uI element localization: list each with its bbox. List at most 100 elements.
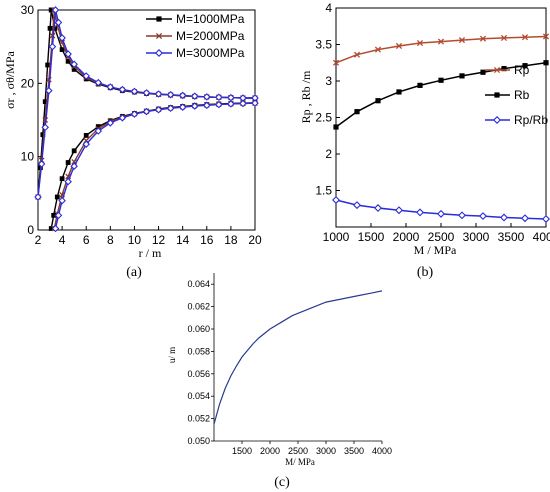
- panel-a-point: [130, 87, 139, 96]
- panel-b-y-tick-label: 4: [325, 1, 332, 15]
- panel-a-x-tick-label: 12: [152, 233, 166, 247]
- panel-b-point: [480, 69, 486, 75]
- panel-b-point: [479, 212, 487, 221]
- panel-b-point: [479, 35, 487, 42]
- panel-b-x-tick-label: 4000: [533, 230, 550, 244]
- panel-b-legend-label: Rp: [514, 63, 530, 77]
- panel-b-legend: Rp Rb Rp/Rb: [485, 63, 548, 127]
- panel-a-point: [166, 90, 175, 99]
- panel-a-x-tick-label: 14: [176, 233, 190, 247]
- panel-b-point: [395, 206, 403, 215]
- panel-c-x-tick-label: 2000: [260, 446, 280, 456]
- panel-b-legend-label: Rp/Rb: [514, 113, 548, 127]
- panel-a-point: [40, 132, 46, 138]
- panel-a-point: [45, 86, 53, 95]
- panel-a-point: [51, 6, 60, 14]
- panel-a-point: [203, 93, 211, 101]
- panel-a-point: [118, 85, 127, 94]
- panel-a-point: [94, 127, 103, 135]
- panel-a-y-tick-label: 10: [21, 150, 35, 164]
- panel-a-point: [142, 107, 151, 116]
- panel-a-x-tick-label: 8: [107, 233, 114, 247]
- panel-a-point: [70, 162, 78, 170]
- panel-a-point: [190, 102, 199, 110]
- panel-b-point: [374, 204, 382, 212]
- panel-a-point: [71, 67, 77, 72]
- panel-a-legend-label: M=3000MPa: [176, 46, 245, 60]
- panel-b-x-label: M / MPa: [414, 243, 457, 257]
- panel-c-y-tick-label: 0.056: [187, 369, 210, 379]
- panel-a-point: [64, 50, 72, 58]
- panel-a-point: [95, 124, 101, 129]
- panel-b-point: [354, 109, 360, 115]
- panel-a-point: [142, 89, 151, 97]
- panel-a-point: [51, 212, 57, 218]
- panel-a-point: [71, 148, 77, 154]
- panel-b-legend-marker: [494, 92, 500, 98]
- panel-b-point: [353, 51, 361, 58]
- panel-a-x-tick-label: 6: [83, 233, 90, 247]
- panel-a-series-2: [34, 6, 259, 233]
- panel-b-y-tick-label: 2: [325, 147, 332, 161]
- panel-a-x-tick-label: 16: [200, 233, 214, 247]
- panel-b-point: [501, 65, 507, 72]
- panel-a-point: [166, 104, 175, 113]
- panel-c-y-tick-label: 0.050: [187, 436, 210, 446]
- panel-c-x-label: M/ MPa: [285, 457, 315, 467]
- panel-a-point: [34, 193, 42, 201]
- panel-b-point: [500, 213, 508, 222]
- panel-a-sigma-r-outer-line: [50, 102, 256, 229]
- panel-c-axes: 1500 2000 2500 3000 3500 4000 0.050 0.052 0.054 0…: [187, 273, 392, 456]
- panel-b-point: [353, 201, 361, 210]
- panel-a-legend-label: M=2000MPa: [176, 29, 245, 43]
- panel-b-point: [417, 82, 423, 88]
- panel-b-point: [458, 37, 466, 44]
- panel-a-y-label: σr , σθ/MPa: [3, 50, 17, 108]
- panel-b-point: [521, 214, 529, 223]
- panel-b-legend-marker: [493, 66, 501, 74]
- panel-b-series-line: [335, 35, 547, 64]
- panel-a-point: [52, 25, 58, 31]
- panel-a-legend-marker: [156, 16, 162, 22]
- panel-b-x-tick-label: 2000: [393, 230, 420, 244]
- panel-a-point: [54, 211, 63, 220]
- panel-b-point: [416, 208, 424, 217]
- panel-b-y-tick-label: 3: [325, 74, 332, 88]
- panel-b-legend-label: Rb: [514, 88, 530, 102]
- panel-a-point: [58, 196, 66, 205]
- panel-a-chart: 2 4 6 8 10 12 14 16 18 20 0 10 20 30 M=1000MPa M=2000M…: [3, 3, 262, 260]
- panel-b-point: [542, 214, 550, 223]
- panel-a-point: [70, 60, 78, 69]
- panel-a-point: [48, 7, 54, 13]
- panel-b-y-tick-label: 3.5: [315, 38, 332, 52]
- panel-a-sigma-r-outer-line: [54, 102, 256, 229]
- panel-b-point: [437, 38, 445, 45]
- panel-c-y-label: u/ m: [167, 347, 177, 363]
- panel-label-b: (b): [417, 265, 434, 280]
- panel-b-point: [374, 46, 382, 53]
- panel-b-chart: 1000 1500 2000 2500 3000 3500 4000 1.5 2 2.5 3 3.5 4…: [299, 1, 550, 257]
- panel-c-y-tick-label: 0.060: [187, 324, 210, 334]
- panel-b-x-tick-label: 2500: [428, 230, 455, 244]
- panel-b-series-0: [332, 33, 550, 66]
- panel-b-point: [458, 211, 466, 220]
- panel-a-point: [64, 177, 72, 186]
- panel-label-a: (a): [126, 265, 142, 280]
- panel-a-y-tick-label: 0: [27, 223, 34, 237]
- panel-b-point: [521, 34, 529, 41]
- panel-a-frame: [37, 9, 256, 231]
- panel-a-point: [47, 25, 53, 31]
- panel-b-point: [459, 73, 465, 79]
- panel-a-point: [215, 100, 223, 109]
- panel-a-point: [82, 140, 91, 148]
- panel-a-x-tick-label: 4: [59, 233, 66, 247]
- panel-c-y-tick-label: 0.064: [187, 279, 210, 289]
- panel-a-x-tick-label: 2: [35, 233, 42, 247]
- panel-a-point: [59, 47, 65, 52]
- panel-b-point: [438, 77, 444, 83]
- panel-a-point: [251, 99, 259, 107]
- panel-a-point: [178, 103, 187, 111]
- panel-b-legend-marker: [493, 116, 501, 124]
- panel-a-point: [58, 34, 66, 42]
